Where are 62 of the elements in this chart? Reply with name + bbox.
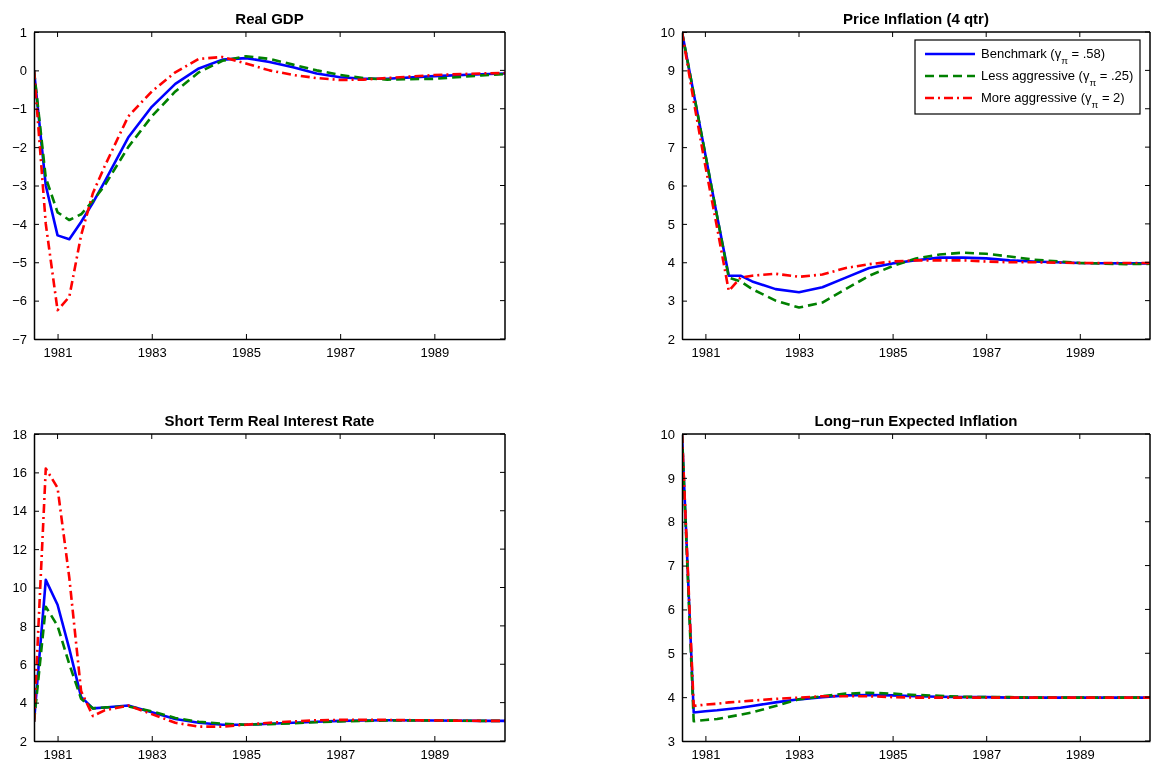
y-tick-label: 7 — [667, 139, 675, 155]
x-tick-label: 1981 — [43, 747, 73, 763]
x-tick-label: 1985 — [878, 345, 908, 361]
y-tick-label: 8 — [667, 101, 675, 117]
x-tick-label: 1983 — [785, 345, 814, 361]
y-tick-label: 2 — [667, 331, 675, 347]
y-tick-label: −7 — [12, 331, 27, 347]
x-tick-label: 1987 — [326, 747, 356, 763]
y-tick-label: 10 — [12, 580, 27, 596]
legend-label: Less aggressive (γ$_{π}$ = .25) — [981, 68, 1134, 88]
y-tick-label: 14 — [12, 503, 27, 519]
y-tick-label: 8 — [667, 514, 675, 530]
y-tick-label: 16 — [12, 465, 27, 481]
y-tick-label: 9 — [667, 63, 675, 79]
y-tick-label: 1 — [19, 24, 27, 40]
x-tick-label: 1987 — [972, 747, 1002, 763]
x-tick-label: 1987 — [972, 345, 1002, 361]
legend-label: More aggressive (γ$_{π}$ = 2) — [981, 90, 1125, 110]
y-tick-label: −3 — [12, 178, 27, 194]
y-tick-label: 8 — [19, 618, 27, 634]
chart-title: Short Term Real Interest Rate — [164, 412, 375, 429]
y-tick-label: 6 — [667, 178, 675, 194]
y-tick-label: 5 — [667, 645, 675, 661]
y-tick-label: 3 — [667, 293, 675, 309]
chart-title: Real GDP — [235, 10, 304, 27]
y-tick-label: 4 — [19, 695, 27, 711]
x-tick-label: 1985 — [231, 747, 261, 763]
x-tick-label: 1989 — [1065, 345, 1095, 361]
legend-label: Benchmark (γ$_{π}$ = .58) — [981, 46, 1106, 66]
y-tick-label: 5 — [667, 216, 675, 232]
x-tick-label: 1989 — [420, 345, 450, 361]
x-tick-label: 1987 — [326, 345, 356, 361]
chart-title: Long−run Expected Inflation — [814, 412, 1018, 429]
x-tick-label: 1981 — [43, 345, 73, 361]
y-tick-label: 6 — [667, 602, 675, 618]
y-tick-label: 10 — [660, 24, 675, 40]
y-tick-label: −6 — [12, 293, 27, 309]
x-tick-label: 1983 — [137, 747, 167, 763]
y-tick-label: −4 — [12, 216, 27, 232]
x-tick-label: 1989 — [1065, 747, 1095, 763]
y-tick-label: 12 — [12, 541, 27, 557]
x-tick-label: 1985 — [231, 345, 261, 361]
chart-title: Price Inflation (4 qtr) — [843, 10, 989, 27]
y-tick-label: 9 — [667, 470, 675, 486]
y-tick-label: 18 — [12, 426, 27, 442]
y-tick-label: 2 — [19, 733, 27, 749]
x-tick-label: 1981 — [691, 747, 721, 763]
y-tick-label: 7 — [667, 558, 675, 574]
y-tick-label: 3 — [667, 733, 675, 749]
x-tick-label: 1983 — [137, 345, 167, 361]
x-tick-label: 1983 — [785, 747, 814, 763]
x-tick-label: 1981 — [691, 345, 721, 361]
y-tick-label: 0 — [19, 63, 27, 79]
y-tick-label: 4 — [667, 254, 675, 270]
y-tick-label: −2 — [12, 139, 27, 155]
x-tick-label: 1989 — [420, 747, 450, 763]
y-tick-label: 6 — [19, 656, 27, 672]
x-tick-label: 1985 — [878, 747, 908, 763]
y-tick-label: 4 — [667, 689, 675, 705]
y-tick-label: −5 — [12, 254, 27, 270]
y-tick-label: 10 — [660, 426, 675, 442]
y-tick-label: −1 — [12, 101, 27, 117]
